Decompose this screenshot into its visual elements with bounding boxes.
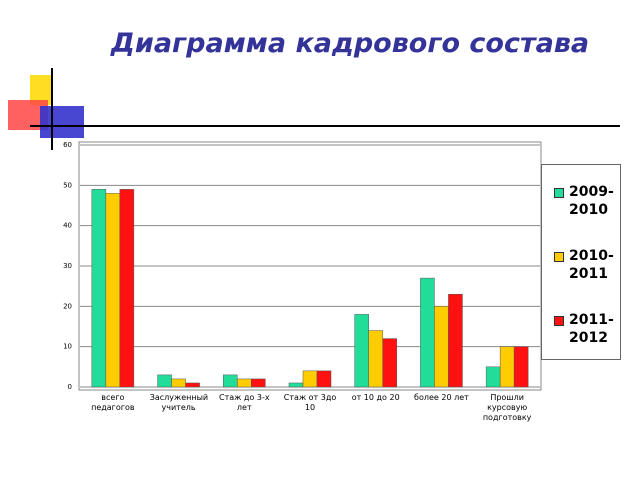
x-tick-label: от 10 до 20 (351, 393, 400, 402)
x-tick-label: Стаж от 3до 10 (283, 393, 337, 412)
decor-blue (40, 106, 84, 138)
y-tick-label: 60 (63, 141, 72, 149)
legend-swatch (554, 316, 564, 326)
x-tick-label: Прошли курсовую подготовку (482, 393, 532, 422)
bar (157, 374, 172, 388)
chart-title: Диаграмма кадрового состава (110, 28, 590, 59)
y-tick-label: 0 (68, 383, 72, 391)
bar (119, 189, 135, 388)
x-tick-label: более 20 лет (414, 393, 469, 402)
legend: 2009-2010 2010-2011 2011-2012 (541, 164, 621, 360)
x-tick-label: Заслуженный учитель (149, 393, 209, 412)
bar (105, 193, 121, 388)
y-tick-label: 40 (63, 222, 72, 230)
y-tick-label: 50 (63, 181, 72, 189)
bar (302, 370, 318, 388)
legend-label: 2009-2010 (569, 184, 614, 218)
bar (434, 306, 449, 388)
bar (171, 378, 186, 388)
bar (251, 378, 266, 388)
legend-swatch (554, 188, 564, 198)
y-tick-label: 10 (63, 343, 72, 351)
y-tick-label: 20 (63, 302, 72, 310)
bar (237, 378, 252, 388)
y-tick-label: 30 (63, 262, 72, 270)
legend-label: 2010-2011 (569, 248, 614, 282)
legend-label: 2011-2012 (569, 312, 614, 346)
legend-swatch (554, 252, 564, 262)
bar (499, 346, 515, 388)
bar (420, 277, 435, 388)
bar (382, 338, 397, 388)
x-tick-label: всего педагогов (91, 393, 135, 412)
bar (288, 382, 304, 388)
decor-yellow (30, 75, 52, 105)
bar (368, 330, 383, 388)
bar (223, 374, 238, 388)
bar (91, 189, 107, 388)
bar (316, 370, 332, 388)
x-tick-label: Стаж до 3-х лет (218, 393, 270, 412)
bar (448, 293, 463, 388)
bar (513, 346, 529, 388)
bar (485, 366, 501, 388)
bar (185, 382, 200, 388)
bar (354, 314, 369, 388)
